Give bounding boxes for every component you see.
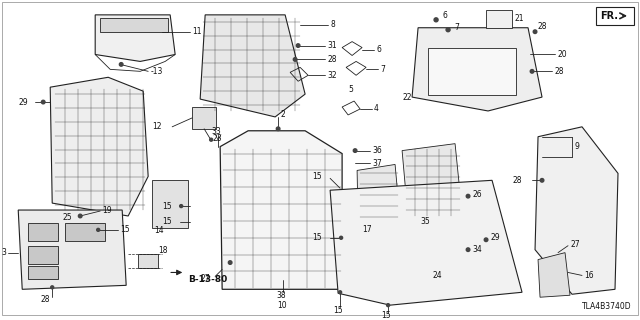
Text: 19: 19 bbox=[102, 205, 112, 214]
Text: 28: 28 bbox=[537, 22, 547, 31]
Text: 16: 16 bbox=[584, 271, 594, 280]
Bar bbox=[28, 266, 58, 279]
Text: 18: 18 bbox=[158, 246, 168, 255]
Text: 17: 17 bbox=[362, 225, 372, 234]
Text: 35: 35 bbox=[420, 217, 430, 227]
Text: 31: 31 bbox=[327, 41, 337, 50]
Text: 26: 26 bbox=[472, 190, 482, 199]
Text: TLA4B3740D: TLA4B3740D bbox=[582, 302, 632, 311]
Text: B-13-80: B-13-80 bbox=[188, 276, 227, 284]
Circle shape bbox=[120, 63, 123, 66]
Text: 5: 5 bbox=[348, 85, 353, 94]
Polygon shape bbox=[50, 77, 148, 216]
Polygon shape bbox=[18, 210, 126, 289]
Circle shape bbox=[210, 138, 212, 141]
Circle shape bbox=[387, 304, 390, 307]
Text: 11: 11 bbox=[192, 27, 202, 36]
Circle shape bbox=[339, 291, 342, 294]
Text: 25: 25 bbox=[62, 213, 72, 222]
Text: FR.: FR. bbox=[600, 11, 618, 21]
Polygon shape bbox=[357, 164, 400, 226]
Circle shape bbox=[530, 69, 534, 73]
Text: 36: 36 bbox=[372, 146, 382, 155]
Text: 23: 23 bbox=[212, 134, 222, 143]
Circle shape bbox=[180, 204, 182, 208]
Text: 2: 2 bbox=[280, 110, 285, 119]
Polygon shape bbox=[412, 28, 542, 111]
Polygon shape bbox=[330, 180, 522, 305]
Text: -13: -13 bbox=[150, 67, 163, 76]
Polygon shape bbox=[535, 127, 618, 294]
Circle shape bbox=[340, 236, 342, 239]
Text: 32: 32 bbox=[327, 71, 337, 80]
Circle shape bbox=[446, 28, 450, 32]
Bar bbox=[596, 7, 634, 25]
Text: 6: 6 bbox=[442, 11, 447, 20]
Circle shape bbox=[353, 149, 357, 152]
Circle shape bbox=[42, 100, 45, 104]
Polygon shape bbox=[220, 131, 342, 289]
Text: 15: 15 bbox=[333, 306, 343, 315]
Circle shape bbox=[276, 127, 280, 131]
Text: 28: 28 bbox=[513, 176, 522, 185]
Polygon shape bbox=[95, 15, 175, 61]
Text: 12: 12 bbox=[153, 122, 162, 131]
Text: 28: 28 bbox=[40, 295, 50, 304]
Bar bbox=[28, 246, 58, 264]
Circle shape bbox=[293, 58, 297, 61]
Text: 15: 15 bbox=[312, 233, 322, 242]
Bar bbox=[138, 254, 158, 268]
Text: 27: 27 bbox=[200, 274, 210, 283]
Text: 28: 28 bbox=[327, 55, 337, 64]
Text: 29: 29 bbox=[490, 233, 500, 242]
Polygon shape bbox=[200, 15, 305, 117]
Circle shape bbox=[228, 261, 232, 264]
Circle shape bbox=[467, 194, 470, 198]
Text: 22: 22 bbox=[402, 92, 412, 101]
Polygon shape bbox=[538, 253, 570, 297]
Text: 15: 15 bbox=[120, 225, 130, 234]
Text: 34: 34 bbox=[472, 245, 482, 254]
Circle shape bbox=[484, 238, 488, 242]
Text: 9: 9 bbox=[574, 142, 579, 151]
Circle shape bbox=[296, 44, 300, 47]
Text: 4: 4 bbox=[374, 105, 379, 114]
Text: 15: 15 bbox=[163, 202, 172, 211]
Text: 21: 21 bbox=[514, 14, 524, 23]
Text: 7: 7 bbox=[380, 65, 385, 74]
Text: 29: 29 bbox=[19, 98, 28, 107]
Bar bbox=[65, 223, 105, 241]
Bar bbox=[100, 18, 168, 32]
Text: 10: 10 bbox=[277, 301, 287, 310]
Text: 27: 27 bbox=[570, 240, 580, 249]
Text: 6: 6 bbox=[376, 45, 381, 54]
Text: 7: 7 bbox=[454, 23, 459, 32]
Circle shape bbox=[533, 30, 537, 34]
Text: 38: 38 bbox=[276, 291, 286, 300]
Circle shape bbox=[78, 214, 82, 218]
Text: 33: 33 bbox=[211, 127, 221, 136]
Text: 15: 15 bbox=[312, 172, 322, 181]
Text: 8: 8 bbox=[330, 20, 335, 29]
Circle shape bbox=[51, 286, 54, 289]
Text: 14: 14 bbox=[154, 226, 164, 235]
Text: 28: 28 bbox=[554, 67, 564, 76]
Circle shape bbox=[467, 248, 470, 252]
Bar bbox=[428, 48, 516, 95]
Text: 37: 37 bbox=[372, 159, 382, 168]
Circle shape bbox=[540, 179, 544, 182]
Circle shape bbox=[434, 18, 438, 22]
Bar bbox=[152, 180, 188, 228]
Bar bbox=[28, 223, 58, 241]
Bar bbox=[192, 107, 216, 129]
Polygon shape bbox=[402, 144, 462, 218]
Text: 15: 15 bbox=[381, 310, 391, 320]
Text: 15: 15 bbox=[163, 217, 172, 227]
Text: 24: 24 bbox=[432, 271, 442, 280]
Circle shape bbox=[97, 228, 100, 231]
Text: 3: 3 bbox=[1, 248, 6, 257]
Text: 20: 20 bbox=[557, 50, 566, 59]
Bar bbox=[486, 10, 512, 28]
